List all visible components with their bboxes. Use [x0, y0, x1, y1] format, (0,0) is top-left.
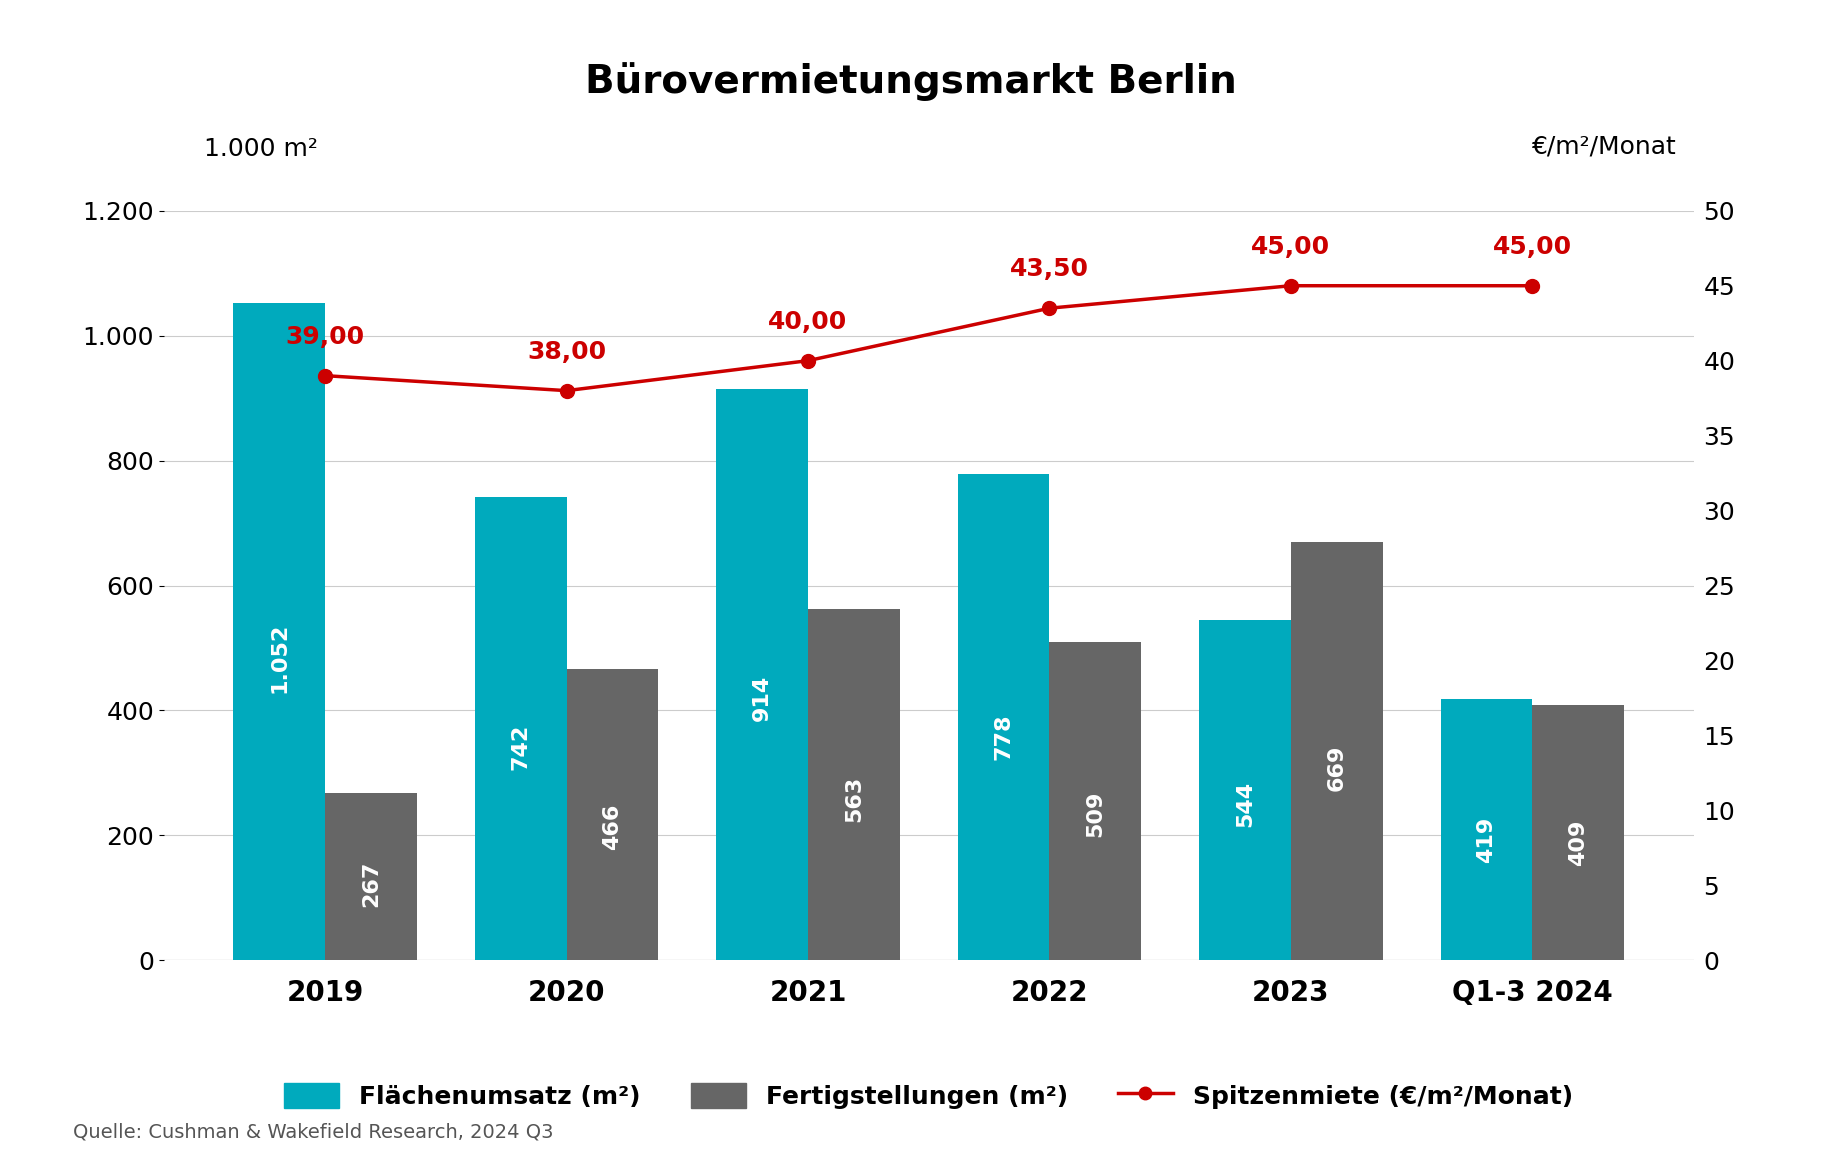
Text: 509: 509 [1085, 790, 1105, 837]
Text: Bürovermietungsmarkt Berlin: Bürovermietungsmarkt Berlin [585, 62, 1236, 102]
Bar [716, 390, 809, 960]
Text: 466: 466 [603, 803, 623, 849]
Bar [1198, 621, 1291, 960]
Bar [958, 474, 1049, 960]
Text: 778: 778 [994, 713, 1014, 760]
Bar [566, 669, 659, 960]
Bar [1291, 542, 1382, 960]
Text: 45,00: 45,00 [1493, 234, 1572, 259]
Text: 40,00: 40,00 [768, 309, 847, 334]
Text: 1.052: 1.052 [270, 623, 290, 693]
Bar [809, 609, 900, 960]
Legend: Flächenumsatz (m²), Fertigstellungen (m²), Spitzenmiete (€/m²/Monat): Flächenumsatz (m²), Fertigstellungen (m²… [271, 1070, 1586, 1122]
Text: 914: 914 [752, 674, 772, 721]
Bar [326, 794, 417, 960]
Text: 409: 409 [1568, 820, 1588, 865]
Text: 267: 267 [361, 861, 381, 906]
Text: Quelle: Cushman & Wakefield Research, 2024 Q3: Quelle: Cushman & Wakefield Research, 20… [73, 1123, 554, 1142]
Text: 669: 669 [1328, 745, 1348, 792]
Bar [1049, 643, 1142, 960]
Text: 43,50: 43,50 [1011, 258, 1089, 281]
Bar [233, 303, 326, 960]
Bar [475, 497, 566, 960]
Text: 1.000 m²: 1.000 m² [204, 137, 319, 160]
Text: 45,00: 45,00 [1251, 234, 1331, 259]
Bar [1440, 699, 1531, 960]
Text: 563: 563 [843, 775, 863, 822]
Text: 39,00: 39,00 [286, 324, 364, 349]
Text: €/m²/Monat: €/m²/Monat [1531, 135, 1677, 158]
Text: 544: 544 [1235, 781, 1255, 827]
Text: 419: 419 [1477, 816, 1497, 863]
Text: 742: 742 [510, 724, 530, 771]
Bar [1531, 705, 1624, 960]
Text: 38,00: 38,00 [526, 340, 606, 364]
